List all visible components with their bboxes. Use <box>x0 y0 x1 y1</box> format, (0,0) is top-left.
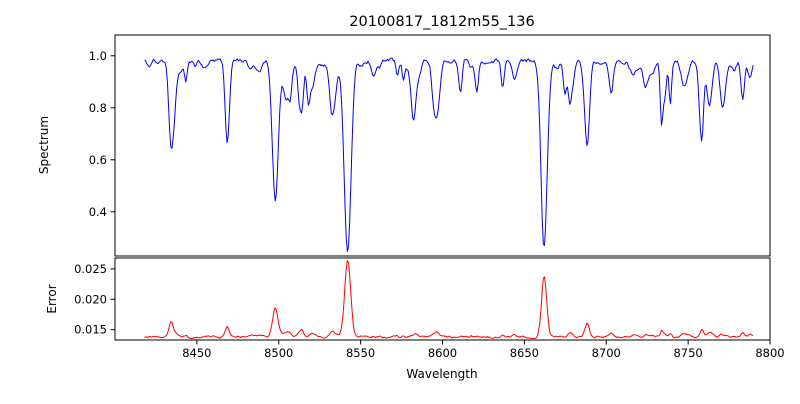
tick-label: 8500 <box>264 346 293 360</box>
tick-label: 8550 <box>346 346 375 360</box>
tick-label: 8450 <box>182 346 211 360</box>
error-series-group <box>144 260 754 340</box>
tick-label: 8750 <box>673 346 702 360</box>
tick-label: 0.8 <box>89 101 107 115</box>
spectrum-panel-border <box>114 34 771 257</box>
tick-label: 0.025 <box>74 262 107 276</box>
tick-label: 8650 <box>510 346 539 360</box>
tick-label: 8800 <box>755 346 784 360</box>
tick-label: 8600 <box>428 346 457 360</box>
x-axis-label: Wavelength <box>406 367 477 381</box>
tick-label: 0.6 <box>89 153 107 167</box>
spectrum-line <box>144 57 754 252</box>
spectrum-series-group <box>144 57 754 252</box>
axis-ticks: 8450 8500 8550 8600 8650 8700 8750 8800 1.0 0.8 0.… <box>74 49 785 360</box>
tick-label: 8700 <box>592 346 621 360</box>
tick-label: 0.015 <box>74 323 107 337</box>
error-line <box>144 260 754 340</box>
tick-label: 1.0 <box>89 49 107 63</box>
error-y-axis-label: Error <box>45 284 59 313</box>
tick-label: 0.020 <box>74 292 107 306</box>
tick-label: 0.4 <box>89 205 107 219</box>
spectrum-y-axis-label: Spectrum <box>37 116 51 174</box>
chart-title: 20100817_1812m55_136 <box>349 14 534 30</box>
